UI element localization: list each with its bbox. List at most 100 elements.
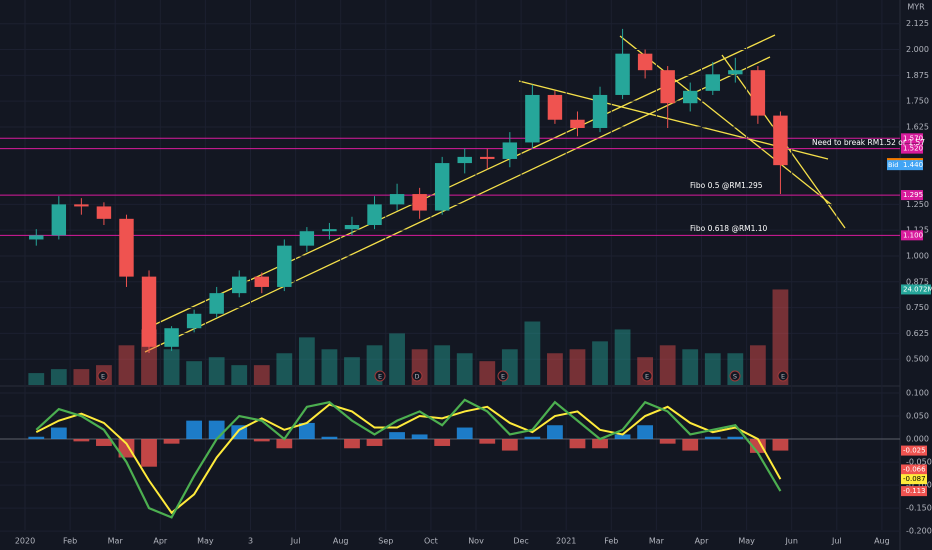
last-value-label: -0.066 bbox=[903, 465, 926, 473]
y-tick-label: -0.200 bbox=[906, 527, 932, 536]
histogram-bar bbox=[96, 439, 112, 446]
histogram-bar bbox=[659, 439, 676, 444]
volume-bar bbox=[28, 373, 45, 385]
candle-body bbox=[141, 276, 157, 347]
event-label: S bbox=[733, 373, 737, 381]
candle-body bbox=[29, 235, 44, 240]
x-tick-label: Sep bbox=[378, 537, 393, 546]
histogram-bar bbox=[637, 425, 654, 440]
volume-bar bbox=[73, 369, 90, 385]
x-tick-label: Feb bbox=[604, 537, 618, 546]
volume-bar bbox=[434, 345, 451, 385]
histogram-bar bbox=[186, 420, 203, 440]
candle-body bbox=[96, 206, 112, 219]
trendline bbox=[619, 35, 833, 206]
y-tick-label: 0.875 bbox=[906, 277, 929, 286]
event-marker bbox=[411, 370, 423, 382]
candle-body bbox=[705, 74, 720, 91]
x-tick-label: 2021 bbox=[556, 537, 576, 546]
volume-bar bbox=[231, 365, 248, 385]
signal-line bbox=[35, 403, 782, 515]
level-label-bg bbox=[901, 190, 923, 201]
candle-body bbox=[254, 276, 269, 287]
x-tick-label: May bbox=[738, 537, 755, 546]
event-marker bbox=[374, 370, 386, 382]
level-label: 1.570 bbox=[903, 134, 923, 142]
x-tick-label: Mar bbox=[649, 537, 665, 546]
histogram-bar bbox=[614, 434, 631, 440]
event-label: D bbox=[414, 373, 419, 381]
histogram-bar bbox=[276, 439, 293, 449]
histogram-bar bbox=[208, 420, 225, 440]
event-marker bbox=[497, 370, 509, 382]
candle-body bbox=[637, 53, 653, 71]
candle-body bbox=[434, 163, 450, 211]
candle-body bbox=[412, 194, 427, 211]
candle-body bbox=[367, 204, 382, 226]
event-marker bbox=[777, 370, 789, 382]
histogram-bar bbox=[389, 432, 405, 440]
last-value-label: -0.025 bbox=[903, 447, 926, 455]
volume-bar bbox=[389, 333, 405, 385]
candle-body bbox=[615, 53, 630, 95]
histogram-bar bbox=[524, 436, 541, 440]
event-label: E bbox=[781, 373, 785, 381]
x-tick-label: Mar bbox=[108, 537, 124, 546]
histogram-bar bbox=[547, 425, 563, 440]
x-tick-label: May bbox=[197, 537, 214, 546]
candle-body bbox=[773, 115, 788, 166]
x-tick-label: Aug bbox=[874, 537, 890, 546]
y-tick-label: 0.050 bbox=[906, 412, 929, 421]
volume-bar bbox=[592, 341, 608, 385]
candle-body bbox=[209, 293, 224, 314]
histogram-bar bbox=[456, 427, 473, 440]
event-marker bbox=[641, 370, 653, 382]
annotation: Fibo 0.5 @RM1.295 bbox=[690, 181, 763, 190]
volume-bar bbox=[298, 337, 315, 385]
level-label: 1.295 bbox=[903, 191, 923, 199]
candle-body bbox=[728, 70, 743, 75]
volume-bar bbox=[186, 361, 203, 385]
volume-bar bbox=[163, 349, 180, 385]
annotation: Need to break RM1.52 or 1.57 bbox=[812, 138, 925, 147]
event-label: E bbox=[645, 373, 649, 381]
annotation: Fibo 0.618 @RM1.10 bbox=[690, 224, 768, 233]
volume-bar bbox=[524, 321, 541, 385]
histogram-bar bbox=[411, 434, 428, 440]
y-tick-label: -0.050 bbox=[906, 458, 932, 467]
y-tick-label: 0.000 bbox=[906, 435, 929, 444]
candle-body bbox=[547, 94, 563, 120]
candle-body bbox=[74, 204, 89, 207]
bid-tag: Bid bbox=[888, 161, 898, 169]
candle-body bbox=[660, 70, 675, 104]
candle-body bbox=[592, 94, 608, 128]
level-label: 1.100 bbox=[903, 231, 923, 239]
histogram-bar bbox=[434, 439, 451, 446]
histogram-bar bbox=[727, 436, 744, 440]
candle-body bbox=[480, 156, 495, 159]
volume-bar bbox=[208, 357, 225, 385]
y-tick-label: 0.500 bbox=[906, 355, 929, 364]
volume-bar bbox=[456, 353, 473, 385]
x-tick-label: Jul bbox=[831, 537, 842, 546]
candle-body bbox=[51, 204, 67, 236]
histogram-bar bbox=[592, 439, 608, 449]
x-tick-label: Jul bbox=[290, 537, 301, 546]
volume-bar bbox=[659, 345, 676, 385]
bid-value-bg bbox=[901, 160, 923, 171]
volume-label: 24.072M bbox=[903, 285, 932, 293]
event-marker bbox=[729, 370, 741, 382]
histogram-bar bbox=[772, 439, 789, 451]
x-tick-label: Aug bbox=[333, 537, 349, 546]
y-tick-label: 1.625 bbox=[906, 122, 929, 131]
last-value-bg bbox=[901, 486, 927, 497]
candle-body bbox=[750, 70, 766, 116]
histogram-bar bbox=[321, 436, 338, 440]
candle-body bbox=[683, 90, 698, 104]
y-tick-label: -0.150 bbox=[906, 504, 932, 513]
y-tick-label: 1.125 bbox=[906, 226, 929, 235]
y-tick-label: 0.625 bbox=[906, 329, 929, 338]
candle-body bbox=[389, 194, 405, 205]
candle-body bbox=[119, 218, 134, 277]
event-marker bbox=[97, 370, 109, 382]
